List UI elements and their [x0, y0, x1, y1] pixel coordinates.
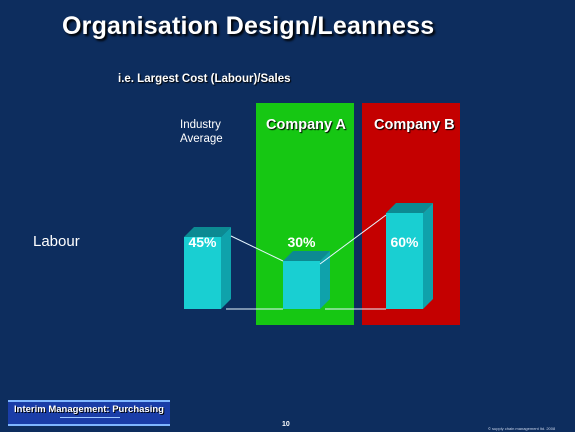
company-logo: Interim Management: Purchasing — [8, 400, 170, 426]
row-label-labour: Labour — [33, 233, 80, 250]
industry-label-line2: Average — [180, 133, 223, 145]
company-b-header: Company B — [374, 117, 455, 133]
bar-2 — [386, 213, 423, 309]
page-number: 10 — [282, 421, 290, 428]
connector-line-0 — [230, 235, 284, 262]
page-title: Organisation Design/Leanness — [62, 12, 435, 40]
page-subtitle: i.e. Largest Cost (Labour)/Sales — [118, 73, 291, 85]
bar-0 — [184, 237, 221, 309]
connector-line-1 — [319, 214, 387, 265]
logo-text: Interim Management: Purchasing — [14, 404, 164, 415]
bar-1 — [283, 261, 320, 309]
bar-side-1 — [320, 251, 330, 309]
bar-label-1: 30% — [287, 234, 316, 250]
logo-underline — [60, 417, 120, 418]
bar-top-0 — [184, 227, 231, 237]
industry-label-line1: Industry — [180, 119, 221, 131]
company-a-header: Company A — [266, 117, 347, 133]
bar-top-2 — [386, 203, 433, 213]
bar-side-2 — [423, 203, 433, 309]
copyright-text: © supply chain management ltd. 2008 — [488, 426, 556, 431]
bar-side-0 — [221, 227, 231, 309]
industry-average-header: Industry Average — [180, 118, 223, 146]
bar-label-0: 45% — [188, 234, 217, 250]
bar-top-1 — [283, 251, 330, 261]
bar-label-2: 60% — [390, 234, 419, 250]
